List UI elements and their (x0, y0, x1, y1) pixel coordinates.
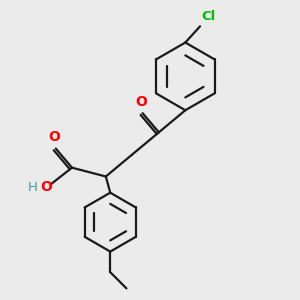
Text: Cl: Cl (202, 10, 216, 23)
Text: O: O (135, 95, 147, 109)
Text: O: O (40, 180, 52, 194)
Text: O: O (48, 130, 60, 144)
Text: H: H (28, 181, 38, 194)
